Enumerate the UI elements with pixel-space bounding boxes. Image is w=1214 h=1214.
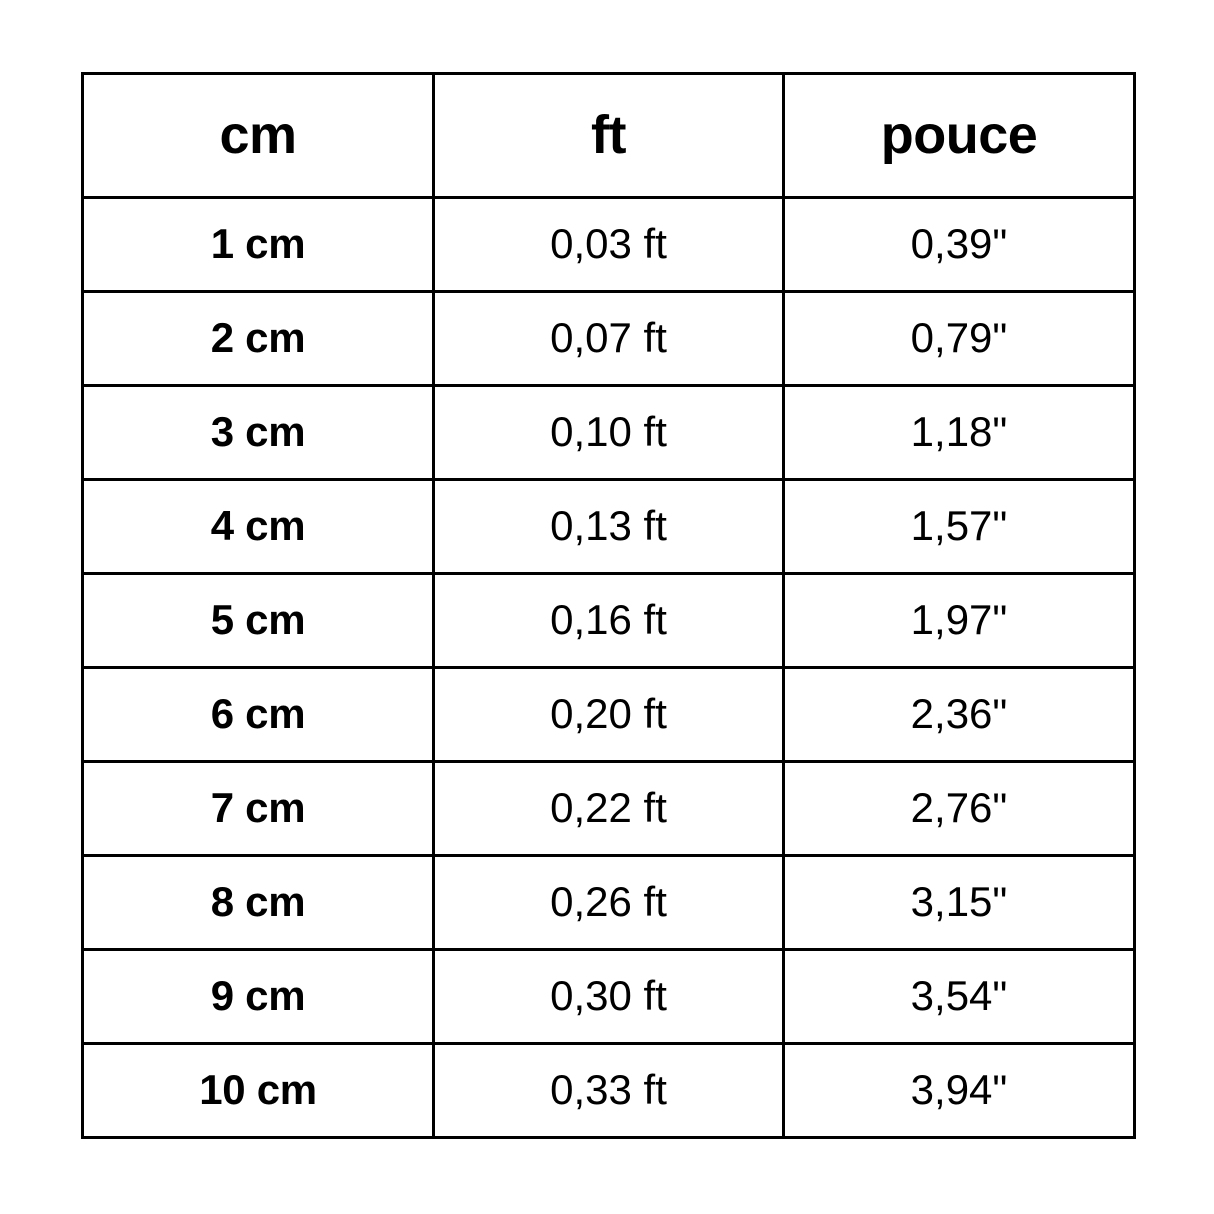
- column-header-pouce: pouce: [782, 72, 1136, 199]
- column-header-cm: cm: [81, 72, 435, 199]
- table-row: 1 cm 0,03 ft 0,39": [81, 196, 1136, 293]
- table-body: 1 cm 0,03 ft 0,39" 2 cm 0,07 ft 0,79" 3 …: [81, 196, 1136, 1139]
- table-row: 2 cm 0,07 ft 0,79": [81, 290, 1136, 387]
- cell-pouce: 0,39": [782, 196, 1136, 293]
- cell-cm: 5 cm: [81, 572, 435, 669]
- table-row: 10 cm 0,33 ft 3,94": [81, 1042, 1136, 1139]
- cell-cm: 7 cm: [81, 760, 435, 857]
- cell-ft: 0,33 ft: [432, 1042, 785, 1139]
- cell-cm: 6 cm: [81, 666, 435, 763]
- table-row: 4 cm 0,13 ft 1,57": [81, 478, 1136, 575]
- cell-ft: 0,30 ft: [432, 948, 785, 1045]
- cell-ft: 0,22 ft: [432, 760, 785, 857]
- table-row: 7 cm 0,22 ft 2,76": [81, 760, 1136, 857]
- cell-cm: 1 cm: [81, 196, 435, 293]
- cell-cm: 8 cm: [81, 854, 435, 951]
- column-header-ft: ft: [432, 72, 785, 199]
- cell-pouce: 1,18": [782, 384, 1136, 481]
- cell-pouce: 2,36": [782, 666, 1136, 763]
- cell-ft: 0,20 ft: [432, 666, 785, 763]
- table-header: cm ft pouce: [81, 72, 1136, 199]
- conversion-table: cm ft pouce 1 cm 0,03 ft 0,39" 2 cm 0,07…: [81, 72, 1136, 1139]
- cell-ft: 0,26 ft: [432, 854, 785, 951]
- cell-pouce: 3,54": [782, 948, 1136, 1045]
- cell-ft: 0,03 ft: [432, 196, 785, 293]
- table-header-row: cm ft pouce: [81, 72, 1136, 199]
- cell-pouce: 1,97": [782, 572, 1136, 669]
- cell-pouce: 1,57": [782, 478, 1136, 575]
- cell-ft: 0,10 ft: [432, 384, 785, 481]
- table-row: 8 cm 0,26 ft 3,15": [81, 854, 1136, 951]
- cell-pouce: 3,94": [782, 1042, 1136, 1139]
- cell-ft: 0,13 ft: [432, 478, 785, 575]
- cell-ft: 0,07 ft: [432, 290, 785, 387]
- table-row: 9 cm 0,30 ft 3,54": [81, 948, 1136, 1045]
- cell-pouce: 2,76": [782, 760, 1136, 857]
- table-row: 5 cm 0,16 ft 1,97": [81, 572, 1136, 669]
- cell-cm: 9 cm: [81, 948, 435, 1045]
- cell-cm: 2 cm: [81, 290, 435, 387]
- cell-cm: 4 cm: [81, 478, 435, 575]
- cell-cm: 10 cm: [81, 1042, 435, 1139]
- table-row: 6 cm 0,20 ft 2,36": [81, 666, 1136, 763]
- cell-pouce: 0,79": [782, 290, 1136, 387]
- cell-pouce: 3,15": [782, 854, 1136, 951]
- cell-ft: 0,16 ft: [432, 572, 785, 669]
- table-row: 3 cm 0,10 ft 1,18": [81, 384, 1136, 481]
- cell-cm: 3 cm: [81, 384, 435, 481]
